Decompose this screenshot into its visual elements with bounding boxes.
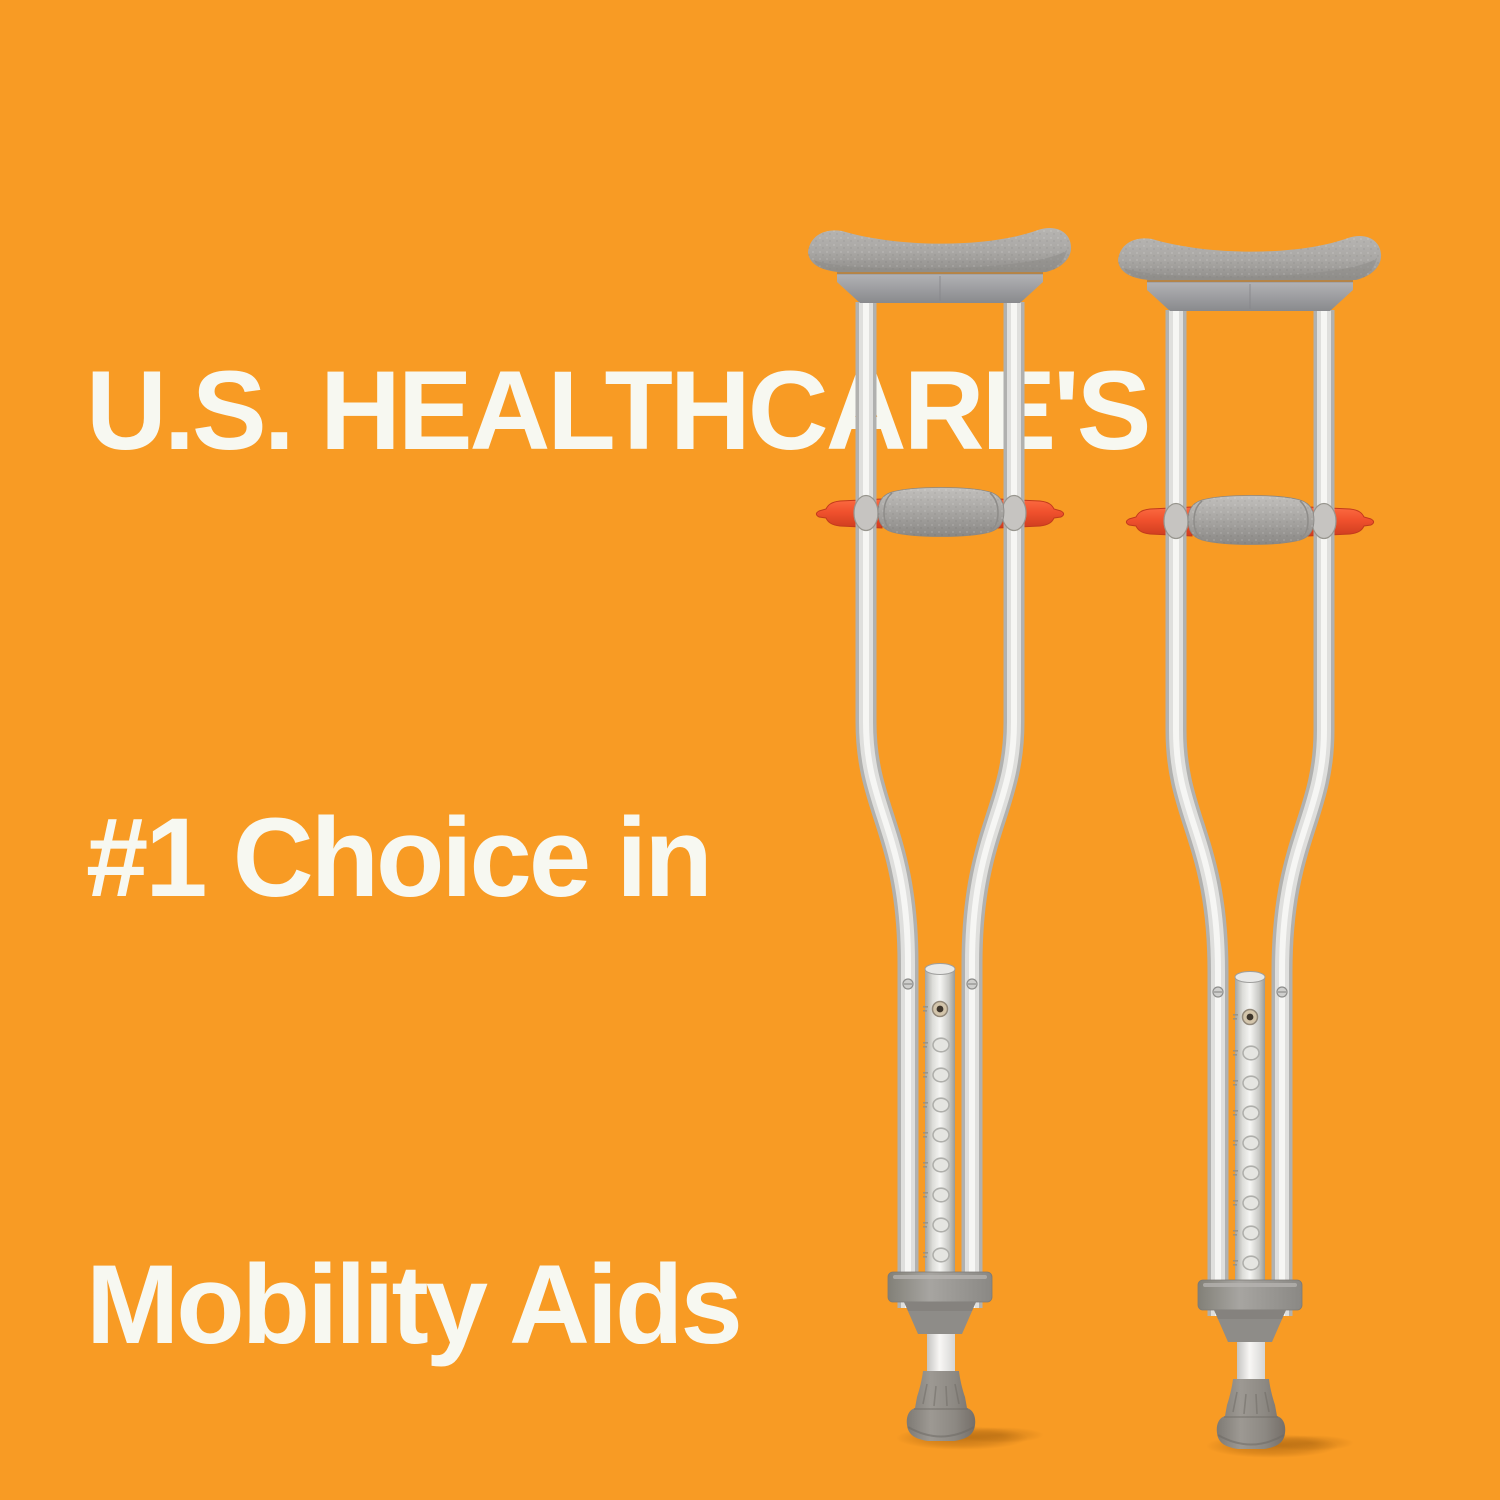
headline-line-3: Mobility Aids [86,1242,743,1367]
crutch-right [1118,236,1381,1458]
headline-line-2: #1 Choice in [86,795,713,920]
crutch-left [808,228,1071,1450]
